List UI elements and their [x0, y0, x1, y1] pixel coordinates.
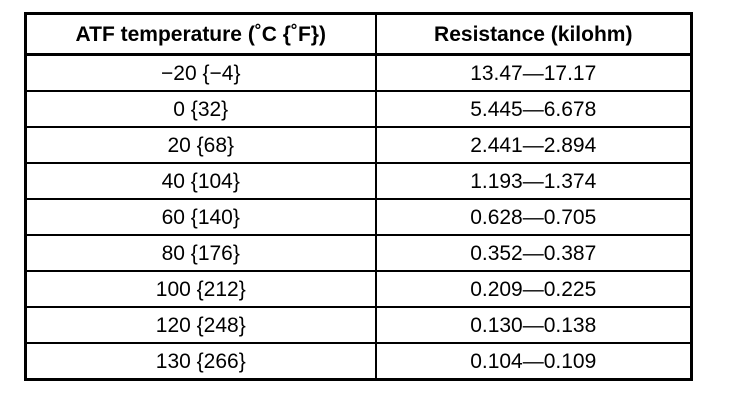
- temperature-cell: 130 {266}: [24, 342, 377, 381]
- resistance-cell: 0.104—0.109: [374, 342, 693, 381]
- resistance-cell: 1.193—1.374: [374, 162, 693, 200]
- table-row: 60 {140} 0.628—0.705: [24, 198, 693, 236]
- resistance-cell: 0.628—0.705: [374, 198, 693, 236]
- temperature-cell: 60 {140}: [24, 198, 377, 236]
- table-header: ATF temperature (˚C {˚F}) Resistance (ki…: [24, 12, 693, 56]
- table-row: 80 {176} 0.352—0.387: [24, 234, 693, 272]
- header-row: ATF temperature (˚C {˚F}) Resistance (ki…: [24, 12, 693, 56]
- temperature-cell: 80 {176}: [24, 234, 377, 272]
- table-row: 40 {104} 1.193—1.374: [24, 162, 693, 200]
- resistance-cell: 2.441—2.894: [374, 126, 693, 164]
- resistance-cell: 0.130—0.138: [374, 306, 693, 344]
- resistance-cell: 13.47—17.17: [374, 53, 693, 92]
- resistance-column-header: Resistance (kilohm): [374, 12, 693, 56]
- temperature-cell: 40 {104}: [24, 162, 377, 200]
- table-row: 100 {212} 0.209—0.225: [24, 270, 693, 308]
- table-body: −20 {−4} 13.47—17.17 0 {32} 5.445—6.678 …: [24, 53, 693, 381]
- table-row: 0 {32} 5.445—6.678: [24, 90, 693, 128]
- table-row: 130 {266} 0.104—0.109: [24, 342, 693, 381]
- temperature-cell: 120 {248}: [24, 306, 377, 344]
- temperature-column-header: ATF temperature (˚C {˚F}): [24, 12, 377, 56]
- resistance-cell: 0.352—0.387: [374, 234, 693, 272]
- table-row: −20 {−4} 13.47—17.17: [24, 53, 693, 92]
- table-row: 120 {248} 0.130—0.138: [24, 306, 693, 344]
- table-row: 20 {68} 2.441—2.894: [24, 126, 693, 164]
- temperature-cell: −20 {−4}: [24, 53, 377, 92]
- atf-resistance-table: ATF temperature (˚C {˚F}) Resistance (ki…: [24, 12, 693, 381]
- resistance-cell: 5.445—6.678: [374, 90, 693, 128]
- temperature-cell: 100 {212}: [24, 270, 377, 308]
- temperature-cell: 20 {68}: [24, 126, 377, 164]
- resistance-cell: 0.209—0.225: [374, 270, 693, 308]
- temperature-cell: 0 {32}: [24, 90, 377, 128]
